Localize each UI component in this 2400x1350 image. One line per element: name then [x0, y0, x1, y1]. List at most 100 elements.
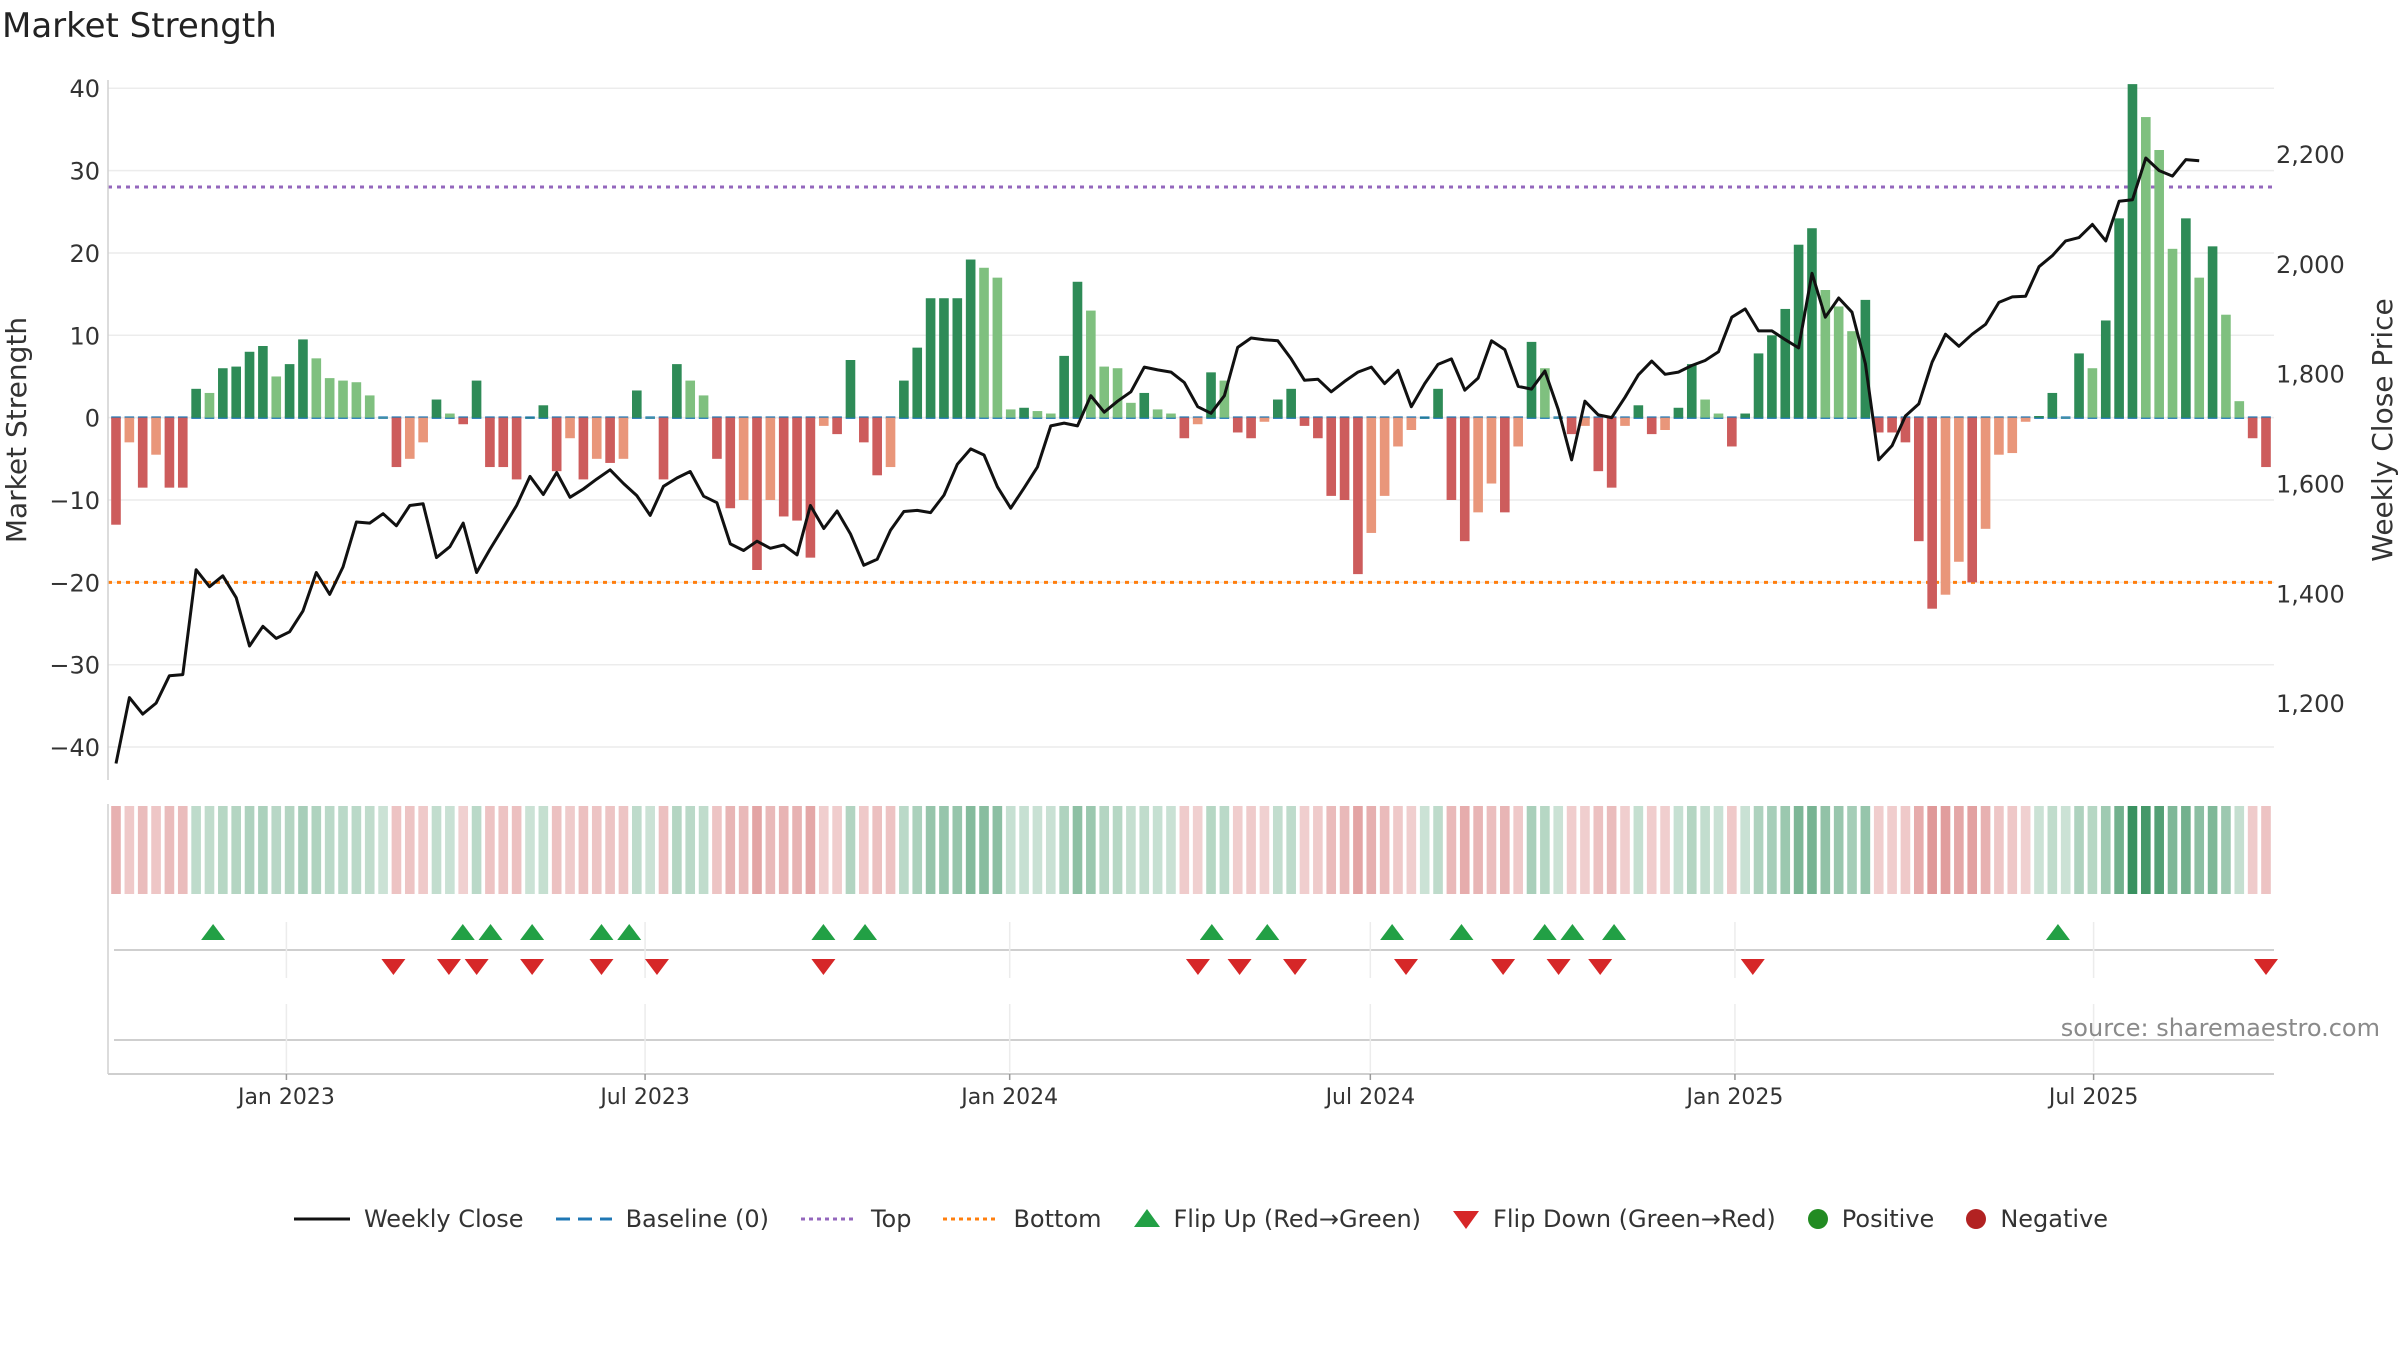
heat-cell: [244, 806, 255, 894]
flip-down-marker: [381, 959, 406, 975]
heat-cell: [258, 806, 268, 894]
strength-bar: [1112, 368, 1123, 418]
heat-cell: [738, 806, 749, 894]
y-tick-label: −20: [49, 569, 100, 597]
strength-bar: [1713, 413, 1724, 418]
flip-down-marker: [1491, 959, 1516, 975]
y2-tick-label: 1,800: [2276, 361, 2345, 389]
flip-down-marker: [1740, 959, 1765, 975]
heat-cell: [1326, 806, 1337, 894]
heat-cell: [658, 806, 669, 894]
legend-label: Flip Up (Red→Green): [1173, 1205, 1422, 1233]
heat-cell: [1566, 806, 1577, 894]
chart-title: Market Strength: [2, 6, 277, 46]
chart-legend: Weekly Close Baseline (0) Top Bottom Fli…: [0, 1205, 2400, 1233]
legend-item-weekly-close: Weekly Close: [292, 1205, 524, 1233]
strength-bar: [1179, 417, 1190, 439]
flip-down-marker: [1283, 959, 1308, 975]
strength-bar: [738, 417, 749, 500]
strength-bar: [1192, 417, 1203, 425]
strength-bar: [538, 405, 549, 418]
strength-bar: [458, 417, 469, 425]
heat-cell: [1339, 806, 1350, 894]
strength-bar: [445, 413, 455, 418]
strength-bar: [2007, 417, 2018, 454]
heat-cell: [2167, 806, 2178, 894]
heat-cell: [1192, 806, 1203, 894]
strength-bar: [1366, 417, 1377, 533]
y-tick-label: 20: [69, 240, 100, 268]
y-axis-title: Market Strength: [0, 317, 33, 543]
strength-bar: [1219, 380, 1230, 418]
heat-cell: [1887, 806, 1897, 894]
strength-bar: [1446, 417, 1457, 500]
heat-cell: [1246, 806, 1256, 894]
strength-bar: [244, 351, 255, 418]
heat-cell: [1032, 806, 1043, 894]
heat-cell: [1206, 806, 1216, 894]
legend-item-top: Top: [799, 1205, 911, 1233]
strength-bar: [551, 417, 562, 472]
strength-bar: [1459, 417, 1470, 542]
legend-item-positive: Positive: [1806, 1205, 1934, 1233]
y-tick-label: −40: [49, 734, 100, 762]
strength-bar: [191, 388, 201, 418]
flip-down-marker: [1546, 959, 1571, 975]
heat-cell: [899, 806, 909, 894]
heat-cell: [271, 806, 282, 894]
flip-markers-panel: [108, 922, 2278, 1075]
heat-cell: [551, 806, 562, 894]
strength-bar: [2034, 416, 2044, 418]
strength-bar: [872, 417, 882, 476]
heat-cell: [2154, 806, 2164, 894]
heat-cell: [1513, 806, 1523, 894]
legend-dotted-icon: [800, 1217, 857, 1221]
strength-bar: [672, 364, 682, 418]
heat-cell: [2020, 806, 2031, 894]
heat-cell: [525, 806, 535, 894]
strength-bar: [1272, 399, 1283, 418]
heat-cell: [1593, 806, 1604, 894]
strength-bar: [218, 368, 228, 418]
heat-cell: [1045, 806, 1056, 894]
heat-cell: [2194, 806, 2205, 894]
strength-bar: [2154, 150, 2164, 418]
weekly-close-line: [114, 156, 2200, 764]
flip-down-marker: [1185, 959, 1210, 975]
flip-down-marker: [436, 959, 461, 975]
heat-cell: [1553, 806, 1564, 894]
strength-bar: [578, 417, 589, 480]
strength-bar: [1433, 388, 1443, 418]
heat-cell: [485, 806, 495, 894]
heat-cell: [1272, 806, 1283, 894]
heat-cell: [511, 806, 522, 894]
heat-cell: [1620, 806, 1630, 894]
flip-down-marker: [464, 959, 489, 975]
heat-cell: [698, 806, 709, 894]
strength-bar: [1099, 366, 1110, 418]
strength-bar: [2194, 277, 2205, 418]
strength-bar: [378, 417, 388, 419]
legend-item-negative: Negative: [1964, 1205, 2108, 1233]
strength-bar: [1045, 413, 1056, 418]
strength-bar: [511, 417, 522, 480]
heat-cell: [1807, 806, 1817, 894]
heat-cell: [2060, 806, 2071, 894]
strength-bar: [1967, 417, 1978, 583]
strength-bar: [1833, 306, 1844, 418]
strength-bar: [137, 417, 148, 488]
strength-bar: [645, 417, 655, 419]
heat-cell: [1673, 806, 1684, 894]
strength-bar: [404, 417, 415, 459]
strength-bar: [778, 417, 789, 517]
heat-cell: [618, 806, 629, 894]
strength-bar: [591, 417, 602, 459]
heat-cell: [578, 806, 589, 894]
strength-bar: [899, 380, 909, 418]
y2-tick-label: 1,400: [2276, 580, 2345, 608]
flip-up-marker: [1380, 924, 1405, 940]
strength-bar: [725, 417, 736, 509]
flip-down-marker: [1227, 959, 1252, 975]
heat-cell: [1473, 806, 1483, 894]
strength-bar: [1727, 417, 1737, 447]
